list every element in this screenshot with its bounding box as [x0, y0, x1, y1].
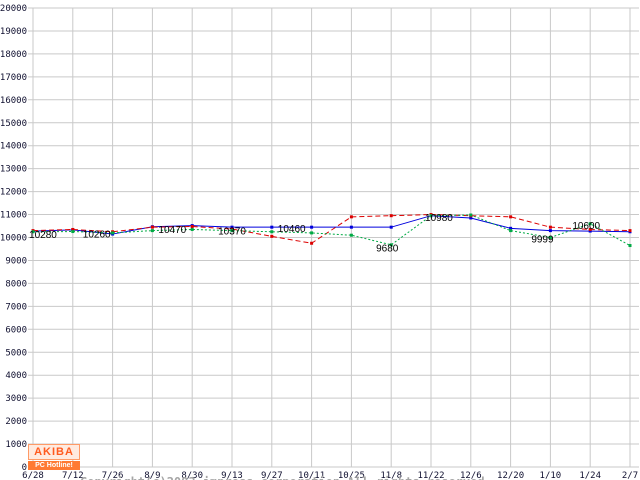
akiba-logo: AKIBA PC Hotline!: [28, 444, 80, 470]
data-point-red: [389, 214, 393, 218]
data-point-blue: [509, 226, 513, 230]
data-point-green: [230, 229, 234, 233]
data-point-red: [349, 215, 353, 219]
data-point-green: [628, 244, 632, 248]
data-point-red: [310, 241, 314, 245]
x-axis-tick-label: 8/30: [181, 471, 203, 480]
x-axis-tick-label: 11/22: [417, 471, 444, 480]
y-axis-tick-label: 17000: [0, 73, 27, 83]
series-line-blue: [32, 215, 631, 235]
data-point-green: [310, 231, 314, 235]
y-axis-tick-label: 11000: [0, 211, 27, 221]
data-point-green: [150, 229, 154, 233]
x-axis-tick-label: 12/20: [497, 471, 524, 480]
data-point-blue: [469, 216, 473, 220]
y-axis-tick-label: 13000: [0, 165, 27, 175]
series-line-red: [32, 214, 631, 244]
data-point-blue: [310, 225, 314, 229]
data-point-green: [429, 214, 433, 218]
x-axis-tick-label: 10/25: [338, 471, 365, 480]
data-point-red: [628, 229, 632, 233]
x-axis-tick-label: 7/12: [62, 471, 84, 480]
data-point-red: [150, 225, 154, 229]
data-label: 10980: [425, 213, 453, 224]
y-axis-tick-label: 20000: [0, 4, 27, 14]
data-point-green: [588, 222, 592, 226]
data-point-red: [190, 224, 194, 228]
data-point-red: [270, 234, 274, 238]
data-point-red: [230, 227, 234, 231]
data-label: 10280: [29, 230, 57, 241]
data-label: 9680: [376, 243, 399, 254]
watermark-text: Copyright(c)2003 impress corporation All…: [80, 442, 492, 480]
y-axis-tick-label: 16000: [0, 96, 27, 106]
x-axis-tick-label: 7/26: [102, 471, 124, 480]
x-axis-tick-label: 9/27: [261, 471, 283, 480]
data-point-red: [588, 227, 592, 231]
y-axis-tick-label: 3000: [5, 394, 27, 404]
data-point-blue: [588, 229, 592, 233]
y-axis-tick-label: 8000: [5, 279, 27, 289]
watermark: AKIBA PC Hotline! Copyright(c)2003 impre…: [0, 440, 640, 480]
data-label: 10470: [158, 225, 186, 236]
copyright-line: Copyright(c)2003 impress corporation All…: [80, 474, 492, 480]
y-axis-tick-label: 2000: [5, 417, 27, 427]
data-point-red: [548, 225, 552, 229]
data-label: 10600: [572, 221, 600, 232]
x-axis-tick-label: 9/13: [221, 471, 243, 480]
y-axis-tick-label: 7000: [5, 302, 27, 312]
data-label: 10460: [278, 224, 306, 235]
x-axis-tick-label: 1/24: [579, 471, 601, 480]
data-point-red: [71, 227, 75, 231]
y-axis-tick-label: 4000: [5, 371, 27, 381]
y-axis-tick-label: 19000: [0, 27, 27, 37]
data-point-green: [548, 236, 552, 240]
data-label: 10370: [218, 227, 246, 238]
y-axis-tick-label: 18000: [0, 50, 27, 60]
data-point-blue: [389, 225, 393, 229]
data-point-blue: [270, 225, 274, 229]
data-point-blue: [230, 225, 234, 229]
data-point-green: [270, 230, 274, 234]
data-point-blue: [548, 229, 552, 233]
data-label: 10260: [83, 230, 111, 241]
x-axis-tick-label: 1/10: [540, 471, 562, 480]
y-axis-tick-label: 0: [22, 463, 27, 473]
data-point-green: [111, 231, 115, 235]
data-point-green: [349, 233, 353, 237]
x-axis-tick-label: 10/11: [298, 471, 325, 480]
x-axis-tick-label: 11/8: [380, 471, 402, 480]
y-axis-tick-label: 6000: [5, 325, 27, 335]
x-axis-tick-label: 2/7: [622, 471, 638, 480]
data-label: 9999: [531, 234, 554, 245]
y-axis-tick-label: 14000: [0, 142, 27, 152]
y-axis-tick-label: 15000: [0, 119, 27, 129]
x-axis-tick-label: 6/28: [22, 471, 44, 480]
data-point-green: [71, 230, 75, 234]
data-point-red: [509, 215, 513, 219]
y-axis-tick-label: 9000: [5, 256, 27, 266]
x-axis-tick-label: 8/9: [144, 471, 160, 480]
akiba-logo-subtitle: PC Hotline!: [28, 461, 80, 470]
data-point-green: [509, 229, 513, 233]
data-point-green: [469, 213, 473, 217]
data-point-green: [389, 243, 393, 247]
y-axis-tick-label: 10000: [0, 234, 27, 244]
data-point-green: [31, 230, 35, 234]
akiba-logo-title: AKIBA: [28, 444, 80, 460]
y-axis-tick-label: 1000: [5, 440, 27, 450]
x-axis-tick-label: 12/6: [460, 471, 482, 480]
y-axis-tick-label: 5000: [5, 348, 27, 358]
y-axis-tick-label: 12000: [0, 188, 27, 198]
data-point-blue: [349, 225, 353, 229]
data-point-green: [190, 227, 194, 231]
